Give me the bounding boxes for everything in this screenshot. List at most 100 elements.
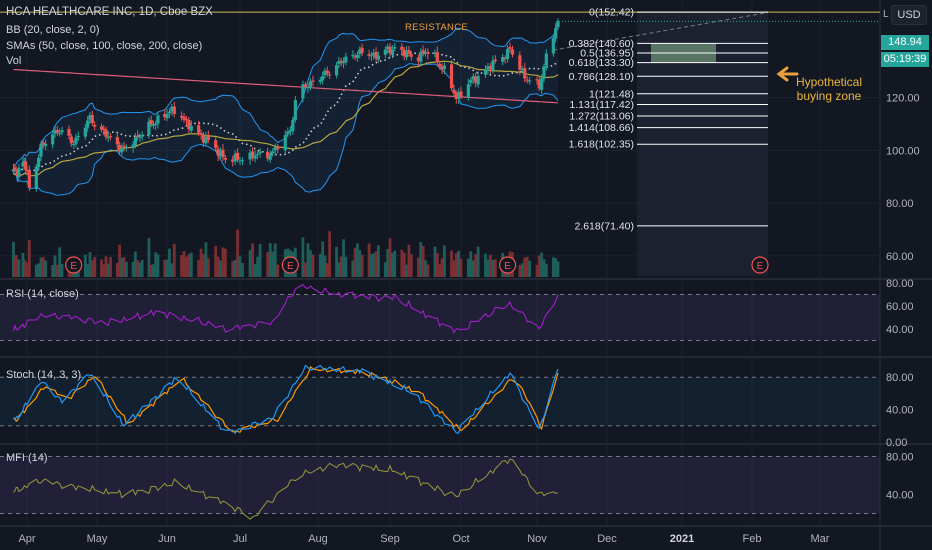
volume-bar (115, 262, 119, 277)
candle-body (223, 157, 227, 160)
rsi-legend[interactable]: RSI (14, close) (6, 288, 79, 300)
candle-body (423, 51, 428, 53)
candle-body (367, 54, 371, 56)
mfi-axis-tick: 80.00 (886, 452, 914, 464)
stoch-axis-tick: 40.00 (886, 405, 914, 417)
volume-bar (197, 259, 201, 277)
candle-body (341, 62, 346, 64)
candle-body (344, 56, 348, 63)
volume-bar (102, 264, 106, 277)
time-axis-tick: Dec (597, 533, 617, 545)
time-axis-tick: Jun (158, 533, 176, 545)
volume-bar (90, 260, 94, 277)
candle-body (266, 151, 270, 159)
sma200-line (13, 68, 559, 104)
candle-body (542, 66, 546, 79)
volume-bar (386, 249, 390, 277)
volume-bar (360, 254, 364, 277)
volume-bar (214, 245, 218, 277)
time-axis-tick: Jul (233, 533, 247, 545)
volume-bar (256, 256, 260, 277)
volume-bar (484, 253, 487, 277)
candle-body (102, 128, 106, 131)
volume-bar (383, 262, 387, 277)
volume-bar (520, 263, 524, 277)
candle-body (556, 21, 560, 28)
fib-level-label: 0.618(133.30) (569, 57, 634, 69)
candle-body (318, 79, 322, 82)
currency-button[interactable]: USD (891, 5, 927, 25)
volume-bar (372, 253, 376, 277)
volume-bar (374, 251, 378, 277)
bb-legend[interactable]: BB (20, close, 2, 0) (6, 24, 100, 36)
volume-bar (216, 256, 220, 277)
volume-bar (224, 248, 227, 277)
candle-body (301, 84, 305, 99)
earnings-marker-circle (751, 256, 769, 274)
volume-bar (417, 257, 420, 277)
candle-body (256, 153, 260, 155)
candle-body (258, 151, 262, 154)
volume-bar (133, 251, 137, 277)
volume-bar (388, 238, 392, 277)
fib-level-label: 1.618(102.35) (569, 139, 634, 151)
stoch-axis-tick: 80.00 (886, 372, 914, 384)
candle-body (360, 47, 364, 53)
volume-bar (27, 240, 31, 277)
volume-bar (100, 259, 103, 277)
candle-body (133, 137, 137, 146)
candle-body (483, 69, 488, 75)
mfi-legend[interactable]: MFI (14) (6, 452, 48, 464)
candle-body (505, 48, 510, 60)
candle-body (510, 49, 515, 55)
volume-bar (253, 264, 257, 277)
fib-level-label: 1.414(108.66) (569, 122, 634, 134)
candle-body (271, 151, 275, 154)
candle-body (416, 57, 420, 62)
volume-bar (535, 264, 539, 277)
resistance-label: RESISTANCE (405, 22, 469, 33)
volume-bar (476, 246, 480, 277)
volume-bar (438, 264, 442, 277)
volume-bar (60, 263, 64, 277)
candle-body (11, 168, 16, 172)
fib-level-label: 0.382(140.60) (569, 38, 634, 50)
volume-bar (41, 257, 45, 277)
volume-bar (353, 247, 357, 277)
candle-body (454, 93, 458, 100)
volume-bar (156, 254, 160, 277)
volume-bar (180, 254, 183, 277)
rsi-axis-tick: 80.00 (886, 278, 914, 290)
scale-mode-letter[interactable]: L (883, 9, 889, 20)
time-axis-tick: Apr (18, 533, 35, 545)
volume-bar (202, 254, 205, 277)
price-axis-tick: 80.00 (886, 198, 914, 210)
candle-body (41, 142, 45, 146)
time-axis-tick: May (87, 533, 108, 545)
volume-bar (393, 250, 397, 277)
vol-legend[interactable]: Vol (6, 55, 22, 67)
candle-body (25, 169, 29, 172)
volume-bar (339, 256, 343, 277)
candle-body (117, 144, 122, 152)
volume-bar (318, 253, 322, 277)
candle-body (306, 87, 310, 89)
candle-body (471, 76, 475, 80)
candle-body (240, 160, 245, 162)
volume-bar (370, 254, 373, 277)
sma-legend[interactable]: SMAs (50, close, 100, close, 200, close) (6, 40, 203, 52)
candle-body (154, 123, 158, 125)
candle-body (525, 79, 529, 81)
candle-body (55, 130, 59, 133)
volume-bar (88, 252, 92, 277)
candle-body (221, 149, 225, 158)
candle-body (493, 59, 497, 61)
volume-bar (248, 250, 252, 277)
candle-body (167, 111, 172, 114)
volume-bar (435, 252, 439, 277)
volume-bar (241, 263, 244, 277)
candle-body (400, 46, 404, 50)
volume-bar (120, 257, 124, 277)
stoch-legend[interactable]: Stoch (14, 3, 3) (6, 369, 82, 381)
